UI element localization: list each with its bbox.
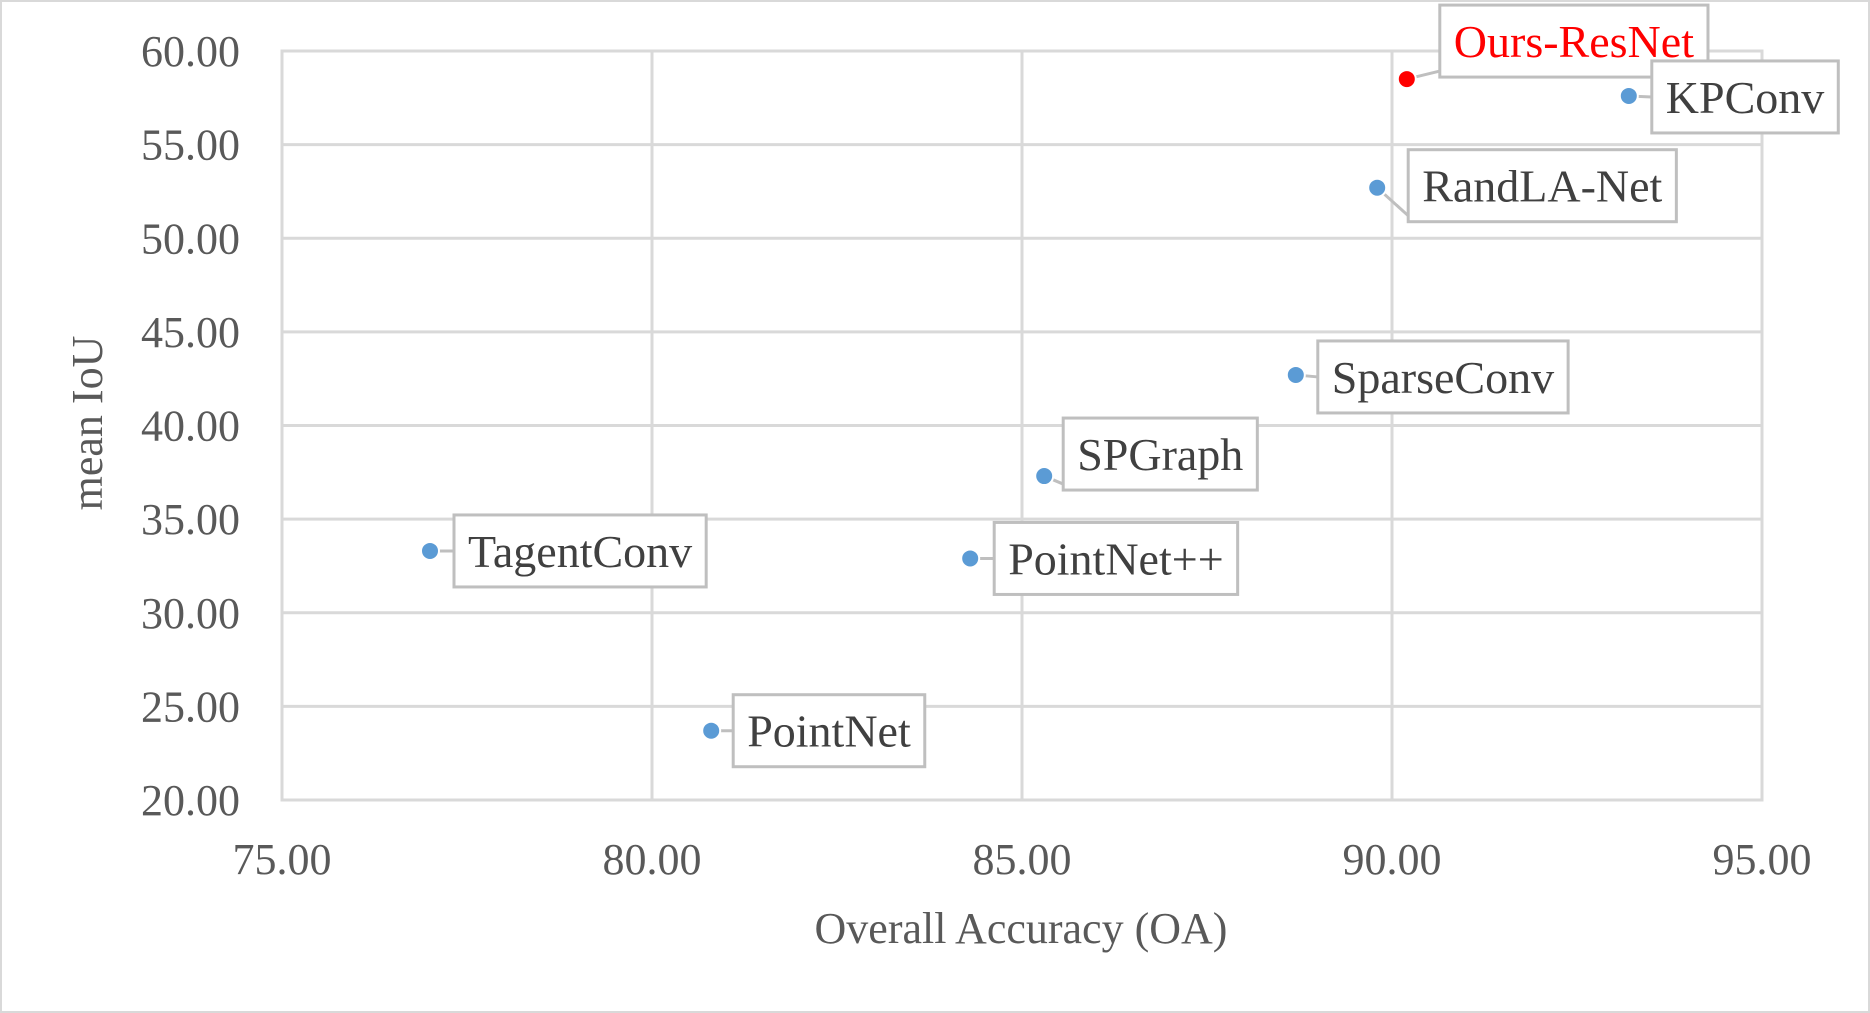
x-tick-label: 90.00	[1343, 835, 1442, 884]
y-tick-label: 40.00	[141, 402, 240, 451]
y-axis-title: mean IoU	[63, 336, 112, 511]
label-box	[992, 520, 1240, 596]
x-tick-label: 75.00	[233, 835, 332, 884]
label-box	[731, 693, 927, 769]
data-point-group: Ours-ResNet	[1396, 3, 1710, 90]
data-point-group: TagentConv	[420, 513, 708, 589]
data-point-marker	[1034, 466, 1055, 487]
y-tick-label: 45.00	[141, 308, 240, 357]
data-point-group: KPConv	[1618, 59, 1840, 135]
point-label: KPConv	[1666, 72, 1824, 123]
label-box	[1406, 148, 1678, 224]
data-point-marker	[1285, 364, 1306, 385]
y-tick-label: 55.00	[141, 121, 240, 170]
data-point-group: SPGraph	[1034, 416, 1259, 492]
data-point-group: RandLA-Net	[1367, 148, 1678, 224]
y-tick-label: 30.00	[141, 589, 240, 638]
grid	[280, 49, 1764, 802]
x-axis-title: Overall Accuracy (OA)	[815, 904, 1228, 953]
x-tick-label: 95.00	[1713, 835, 1812, 884]
plot-border	[280, 49, 1764, 802]
data-point-marker	[420, 540, 440, 561]
data-point-marker	[1367, 177, 1388, 198]
x-axis-ticks: 75.00 80.00 85.00 90.00 95.00	[233, 835, 1812, 884]
point-label: RandLA-Net	[1422, 161, 1662, 212]
y-tick-label: 50.00	[141, 214, 240, 263]
data-point-group: SparseConv	[1285, 339, 1570, 415]
data-point-marker	[1618, 85, 1639, 106]
label-box	[1438, 3, 1710, 79]
y-tick-label: 20.00	[141, 776, 240, 825]
label-box	[452, 513, 708, 589]
y-tick-label: 35.00	[141, 495, 240, 544]
data-point-group: PointNet	[701, 693, 927, 769]
data-point-marker	[701, 720, 722, 741]
point-label: SPGraph	[1077, 429, 1243, 480]
label-box	[1061, 416, 1259, 492]
data-point-marker	[960, 548, 981, 569]
point-label: Ours-ResNet	[1454, 16, 1694, 67]
y-axis-ticks: 20.00 25.00 30.00 35.00 40.00 45.00 50.00 55.00…	[141, 27, 240, 825]
y-tick-label: 60.00	[141, 27, 240, 76]
x-tick-label: 80.00	[603, 835, 702, 884]
data-point-group: PointNet++	[960, 520, 1240, 596]
point-label: TagentConv	[468, 526, 692, 577]
point-label: PointNet++	[1008, 533, 1223, 584]
x-tick-label: 85.00	[973, 835, 1072, 884]
label-box	[1650, 59, 1840, 135]
y-tick-label: 25.00	[141, 682, 240, 731]
point-label: PointNet	[747, 706, 911, 757]
point-label: SparseConv	[1332, 352, 1554, 403]
data-point-marker	[1396, 69, 1417, 90]
